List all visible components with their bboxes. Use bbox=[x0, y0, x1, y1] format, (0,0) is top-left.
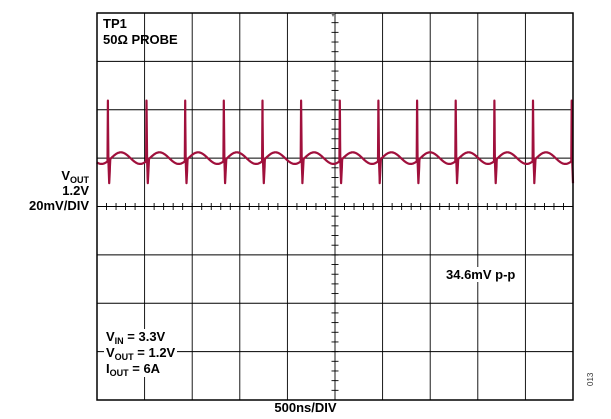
trigger-marker bbox=[331, 13, 335, 17]
figure-code: 013 bbox=[586, 372, 595, 386]
probe-type-label: 50Ω PROBE bbox=[103, 32, 178, 47]
condition-iout: IOUT = 6A bbox=[106, 361, 161, 378]
channel-name: VOUT bbox=[61, 168, 89, 185]
test-point-label: TP1 bbox=[103, 16, 127, 31]
vertical-scale: 20mV/DIV bbox=[29, 198, 89, 213]
probe-label: TP1 50Ω PROBE bbox=[103, 16, 178, 48]
vout-trace bbox=[96, 99, 575, 185]
test-conditions: VIN = 3.3V VOUT = 1.2V IOUT = 6A bbox=[104, 329, 178, 378]
time-scale-label: 500ns/DIV bbox=[274, 400, 337, 415]
peak-to-peak-readout: 34.6mV p-p bbox=[444, 267, 518, 282]
condition-vout: VOUT = 1.2V bbox=[106, 345, 176, 362]
center-axis-ticks bbox=[96, 12, 574, 401]
channel-level: 1.2V bbox=[62, 183, 89, 198]
channel-label: VOUT 1.2V 20mV/DIV bbox=[0, 168, 89, 213]
condition-vin: VIN = 3.3V bbox=[106, 329, 166, 346]
